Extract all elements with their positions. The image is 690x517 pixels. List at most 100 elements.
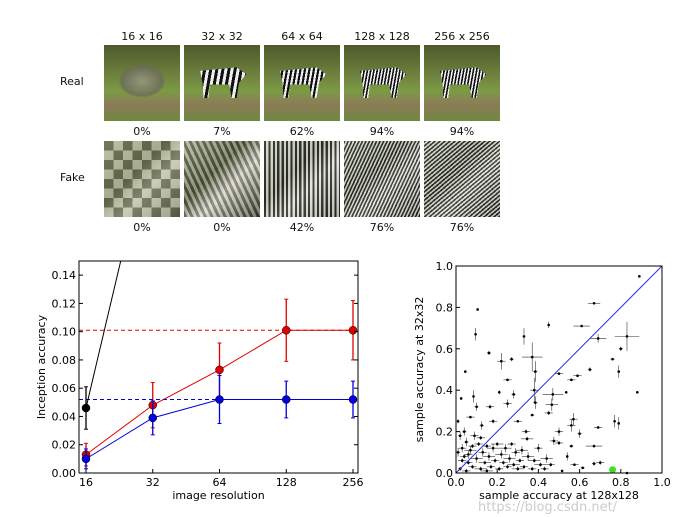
x-tick-label: 0.4 xyxy=(530,476,548,489)
scatter-point xyxy=(516,419,520,423)
scatter-point xyxy=(487,351,491,355)
recognition-percentage: 7% xyxy=(213,125,231,138)
scatter-point xyxy=(491,419,495,423)
fake-sample-image xyxy=(184,141,260,217)
scatter-point xyxy=(580,324,583,328)
scatter-point xyxy=(475,457,478,460)
scatter-point xyxy=(481,451,485,454)
scatter-point xyxy=(526,455,530,458)
scatter-point xyxy=(497,467,501,471)
data-point xyxy=(348,395,358,404)
scatter-point xyxy=(539,463,542,467)
fake-sample-image xyxy=(424,141,500,217)
scatter-point xyxy=(504,446,507,450)
scatter-point xyxy=(479,467,483,471)
row-label: Real xyxy=(60,75,84,88)
scatter-point xyxy=(596,426,600,429)
scatter-point xyxy=(547,323,550,327)
scatter-point xyxy=(625,335,629,338)
scatter-point xyxy=(512,393,515,396)
scatter-point xyxy=(459,397,463,400)
scatter-point xyxy=(506,465,509,469)
scatter-point xyxy=(522,335,526,338)
plot-frame xyxy=(78,260,359,474)
scatter-point xyxy=(460,446,464,450)
recognition-percentage: 0% xyxy=(133,125,151,138)
recognition-percentage: 62% xyxy=(289,125,315,138)
y-tick-label: 0.12 xyxy=(52,297,77,310)
scatter-point xyxy=(458,434,462,438)
real-sample-image xyxy=(184,45,260,121)
scatter-point xyxy=(588,368,592,371)
scatter-point xyxy=(510,442,513,446)
scatter-point xyxy=(570,444,573,448)
scatter-point xyxy=(572,417,575,421)
scatter-point xyxy=(487,455,491,458)
scatter-frame xyxy=(455,265,663,474)
data-point xyxy=(81,403,91,413)
scatter-point xyxy=(617,422,621,425)
scatter-point xyxy=(485,444,489,448)
scatter-point xyxy=(502,461,505,464)
scatter-point xyxy=(493,459,497,462)
data-point xyxy=(148,413,157,423)
x-tick-label: 0.0 xyxy=(447,476,465,489)
scatter-point xyxy=(488,405,492,409)
data-point xyxy=(215,365,224,375)
watermark: https://blog.csdn.net/ xyxy=(478,500,618,515)
scatter-point xyxy=(463,370,467,373)
x-tick-label: 128 xyxy=(276,476,297,489)
scatter-point xyxy=(462,455,466,458)
scatter-point xyxy=(497,390,501,394)
data-point xyxy=(348,326,358,335)
scatter-point xyxy=(617,370,621,373)
y-tick-label: 0.4 xyxy=(436,384,454,397)
fake-sample-image xyxy=(264,141,340,217)
scatter-point xyxy=(471,465,474,469)
y-tick-label: 0.08 xyxy=(52,354,77,367)
scatter-point xyxy=(570,424,573,427)
x-tick-label: 0.8 xyxy=(612,476,630,489)
scatter-point xyxy=(530,413,534,417)
scatter-point xyxy=(479,436,483,440)
fake-sample-image xyxy=(344,141,420,217)
scatter-point xyxy=(460,459,464,462)
recognition-percentage: 76% xyxy=(369,221,395,234)
scatter-point xyxy=(532,388,536,392)
x-tick-label: 16 xyxy=(79,476,93,489)
scatter-point xyxy=(500,453,503,456)
data-point xyxy=(282,326,291,335)
scatter-point xyxy=(489,465,493,469)
x-axis-label: image resolution xyxy=(172,489,264,502)
y-tick-label: 0.00 xyxy=(52,467,77,480)
scatter-area xyxy=(456,275,641,475)
scatter-point xyxy=(598,461,602,464)
scatter-point xyxy=(525,437,529,441)
scatter-point xyxy=(532,459,536,462)
scatter-point xyxy=(467,453,470,456)
resolution-header: 128 x 128 xyxy=(354,30,410,43)
x-tick-label: 64 xyxy=(213,476,227,489)
x-tick-label: 0.6 xyxy=(571,476,589,489)
scatter-point xyxy=(565,455,569,458)
scatter-point xyxy=(476,308,479,311)
scatter-point xyxy=(576,374,579,378)
real-sample-image xyxy=(424,45,500,121)
scatter-point xyxy=(530,467,534,471)
recognition-percentage: 42% xyxy=(289,221,315,234)
real-sample-image xyxy=(264,45,340,121)
fake-sample-image xyxy=(104,141,180,217)
real-sample-image xyxy=(104,45,180,121)
scatter-point xyxy=(592,444,596,448)
scatter-point xyxy=(467,461,470,464)
scatter-point xyxy=(465,440,468,444)
scatter-point xyxy=(545,457,548,460)
x-tick-label: 0.2 xyxy=(488,476,506,489)
scatter-point xyxy=(611,357,614,361)
scatter-point xyxy=(462,430,466,433)
scatter-point xyxy=(619,347,623,351)
recognition-percentage: 76% xyxy=(449,221,475,234)
scatter-point xyxy=(581,466,584,470)
